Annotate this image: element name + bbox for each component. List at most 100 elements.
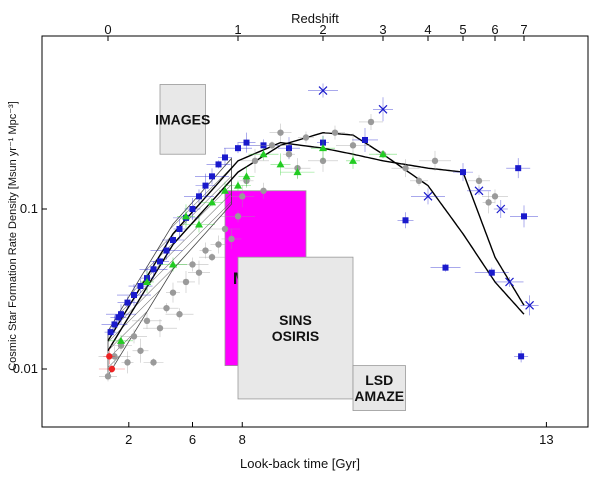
- data-point-circle: [268, 142, 276, 149]
- data-point-circle: [260, 187, 267, 194]
- data-point-circle: [285, 151, 293, 158]
- data-point-circle: [349, 142, 357, 149]
- data-point-circle: [124, 359, 131, 366]
- data-point-square: [488, 269, 495, 276]
- top-tick-label: 1: [234, 22, 241, 37]
- top-axis-title: Redshift: [291, 11, 339, 26]
- data-point-circle: [402, 164, 409, 172]
- data-point-circle: [251, 157, 259, 165]
- data-point-square: [286, 145, 292, 152]
- data-point-square: [521, 213, 527, 220]
- data-point-triangle: [349, 156, 357, 164]
- data-point-square: [362, 136, 368, 143]
- data-point-circle: [169, 289, 177, 296]
- data-point-circle: [195, 269, 203, 276]
- data-point-square: [189, 206, 196, 212]
- bottom-tick-label: 6: [189, 432, 196, 447]
- survey-box-sins-osiris: [237, 256, 354, 400]
- survey-box-lsd-amaze: [352, 365, 406, 411]
- data-point-square: [518, 353, 525, 360]
- data-point-square: [118, 311, 124, 318]
- data-point-square: [163, 247, 170, 254]
- data-point-square: [196, 193, 202, 200]
- data-point-circle: [331, 129, 339, 136]
- bottom-tick-label: 8: [239, 432, 246, 447]
- data-point-circle: [234, 213, 242, 220]
- data-point-square: [515, 165, 522, 172]
- data-point-triangle: [319, 144, 327, 152]
- data-point-circle: [228, 235, 235, 243]
- data-point-triangle: [379, 150, 387, 158]
- bottom-tick-label: 2: [125, 432, 132, 447]
- data-point-triangle: [195, 220, 203, 228]
- data-point-square: [131, 292, 137, 299]
- data-point-triangle: [169, 260, 177, 268]
- data-point-circle: [415, 177, 423, 185]
- y-tick-label: 0.01: [13, 361, 38, 376]
- data-point-circle: [221, 225, 229, 233]
- data-point-square: [402, 217, 409, 224]
- data-point-circle: [106, 353, 113, 360]
- top-tick-label: 2: [319, 22, 326, 37]
- data-point-cross: [525, 300, 535, 310]
- data-point-cross: [474, 186, 484, 196]
- data-point-triangle: [259, 150, 268, 158]
- data-point-circle: [277, 129, 284, 136]
- data-point-square: [202, 182, 209, 189]
- survey-label-lsd-amaze: AMAZE: [354, 388, 404, 404]
- data-point-triangle: [143, 277, 151, 285]
- data-point-square: [222, 154, 228, 161]
- survey-label-images: IMAGES: [155, 111, 210, 127]
- data-point-circle: [104, 373, 112, 380]
- data-point-triangle: [182, 212, 190, 220]
- data-point-triangle: [117, 336, 125, 344]
- data-point-triangle: [221, 186, 229, 194]
- top-tick-label: 7: [520, 22, 527, 37]
- top-tick-label: 4: [424, 22, 431, 37]
- data-point-circle: [108, 365, 116, 373]
- survey-label-sins-osiris: SINS: [279, 312, 312, 328]
- top-tick-label: 5: [459, 22, 466, 37]
- data-point-circle: [182, 278, 190, 286]
- data-point-triangle: [208, 198, 216, 206]
- data-point-square: [124, 299, 131, 306]
- data-point-square: [460, 169, 466, 176]
- data-point-square: [111, 321, 118, 328]
- data-point-square: [235, 145, 241, 152]
- data-point-square: [115, 314, 122, 321]
- data-point-square: [209, 173, 215, 180]
- data-point-circle: [485, 199, 492, 206]
- data-point-square: [170, 237, 176, 244]
- data-point-circle: [143, 317, 151, 325]
- data-point-square: [215, 161, 222, 168]
- data-point-circle: [176, 311, 183, 318]
- data-point-circle: [367, 118, 375, 126]
- data-point-square: [243, 139, 250, 146]
- data-point-circle: [189, 261, 196, 268]
- data-point-square: [150, 266, 157, 273]
- data-point-triangle: [276, 160, 285, 168]
- data-point-triangle: [242, 172, 251, 180]
- data-point-square: [107, 329, 114, 336]
- top-tick-label: 0: [104, 22, 111, 37]
- data-point-square: [157, 258, 163, 265]
- data-point-circle: [150, 359, 157, 366]
- data-point-square: [442, 264, 449, 271]
- data-point-circle: [156, 324, 164, 332]
- data-point-circle: [215, 241, 222, 248]
- y-axis-title: Cosmic Star Formation Rate Density [Msun…: [7, 101, 19, 371]
- data-point-cross: [378, 104, 388, 114]
- data-point-circle: [202, 247, 209, 254]
- y-tick-label: 0.1: [20, 201, 38, 216]
- data-point-circle: [475, 177, 483, 185]
- bottom-tick-label: 13: [539, 432, 553, 447]
- data-point-circle: [491, 193, 499, 200]
- data-point-circle: [208, 253, 216, 261]
- data-point-circle: [302, 134, 310, 141]
- plot-frame: [41, 35, 589, 428]
- data-point-cross: [318, 86, 328, 95]
- data-point-circle: [137, 347, 144, 354]
- data-point-circle: [130, 333, 138, 340]
- data-point-circle: [163, 304, 170, 312]
- data-point-cross: [423, 191, 433, 201]
